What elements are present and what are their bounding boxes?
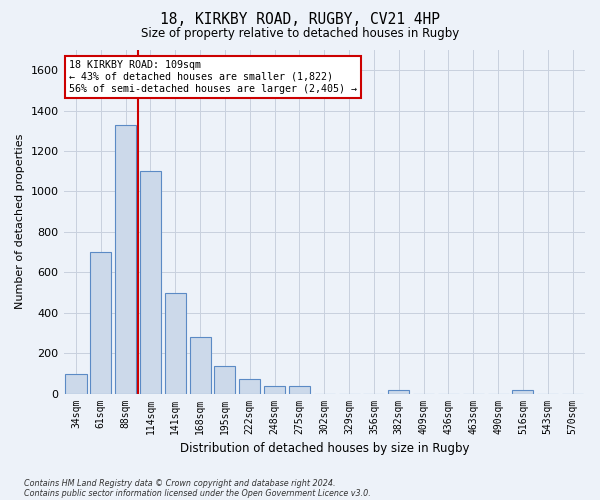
- Bar: [214, 366, 235, 394]
- Text: Contains public sector information licensed under the Open Government Licence v3: Contains public sector information licen…: [24, 488, 371, 498]
- Text: 18 KIRKBY ROAD: 109sqm
← 43% of detached houses are smaller (1,822)
56% of semi-: 18 KIRKBY ROAD: 109sqm ← 43% of detached…: [69, 60, 357, 94]
- Bar: [190, 338, 211, 394]
- Bar: [140, 172, 161, 394]
- Text: 18, KIRKBY ROAD, RUGBY, CV21 4HP: 18, KIRKBY ROAD, RUGBY, CV21 4HP: [160, 12, 440, 28]
- Text: Size of property relative to detached houses in Rugby: Size of property relative to detached ho…: [141, 28, 459, 40]
- Bar: [388, 390, 409, 394]
- Bar: [512, 390, 533, 394]
- Y-axis label: Number of detached properties: Number of detached properties: [15, 134, 25, 310]
- Bar: [264, 386, 285, 394]
- Bar: [165, 292, 186, 394]
- Text: Contains HM Land Registry data © Crown copyright and database right 2024.: Contains HM Land Registry data © Crown c…: [24, 478, 335, 488]
- Bar: [90, 252, 112, 394]
- Bar: [115, 125, 136, 394]
- Bar: [289, 386, 310, 394]
- Bar: [239, 379, 260, 394]
- X-axis label: Distribution of detached houses by size in Rugby: Distribution of detached houses by size …: [179, 442, 469, 455]
- Bar: [65, 374, 86, 394]
